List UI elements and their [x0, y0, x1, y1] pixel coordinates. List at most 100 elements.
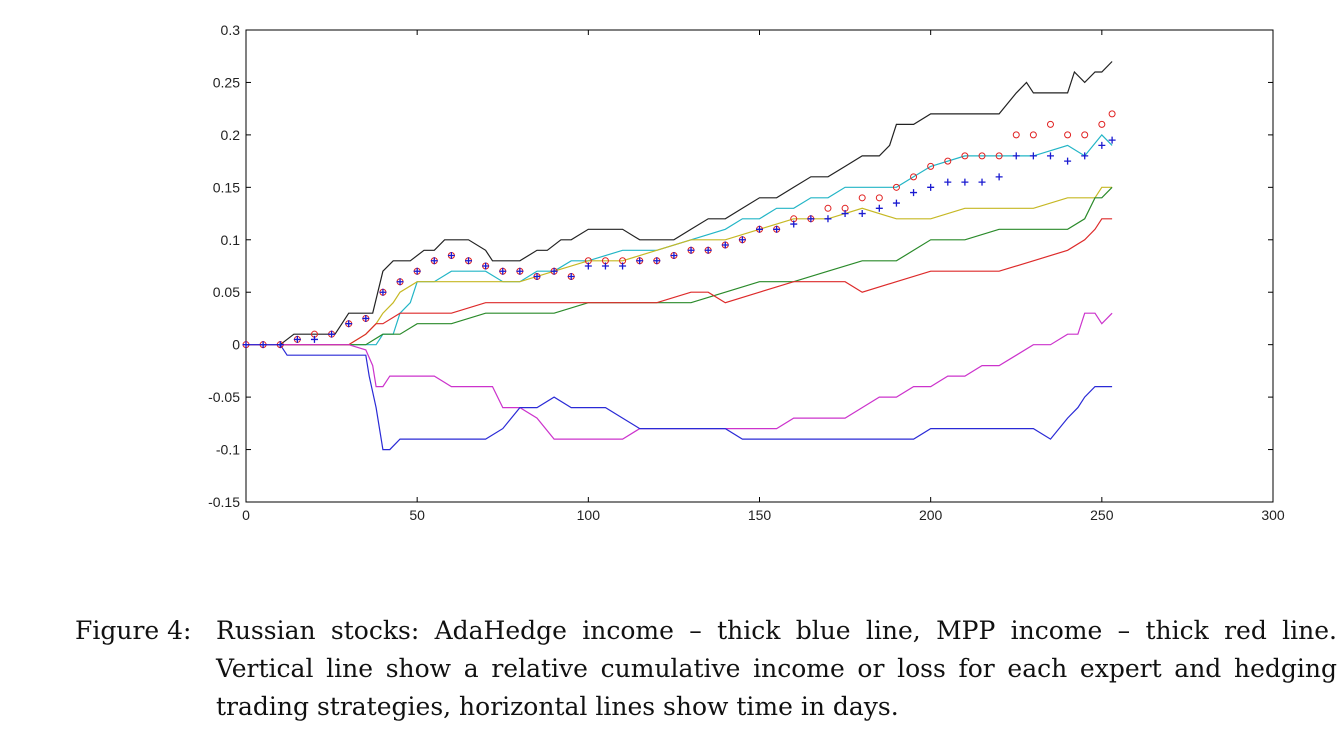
chart-area: 0 50 100 150 200 250 300 -0.15 -0.1 -0.05 0 0.05 0.1…	[208, 22, 1285, 523]
y-tick-label: -0.05	[208, 389, 240, 405]
plus-marker	[550, 267, 558, 275]
plus-marker	[242, 341, 250, 349]
series-line	[246, 312, 1113, 440]
plus-marker	[653, 257, 661, 265]
plus-marker	[1064, 157, 1072, 165]
plus-marker	[430, 257, 438, 265]
plus-marker	[670, 252, 678, 260]
plus-marker	[841, 210, 849, 218]
caption-label: Figure 4:	[75, 616, 192, 645]
y-tick-label: 0.2	[221, 127, 241, 143]
plus-marker	[824, 215, 832, 223]
series-line	[246, 134, 1113, 346]
series-line	[246, 344, 1113, 451]
plus-marker	[293, 335, 301, 343]
plus-marker	[516, 267, 524, 275]
series-line	[246, 186, 1113, 346]
circle-marker	[875, 194, 883, 202]
x-tick-label: 100	[577, 507, 601, 523]
circle-marker	[1012, 131, 1020, 139]
series-line	[246, 61, 1113, 346]
plus-marker	[619, 262, 627, 270]
plus-marker	[482, 262, 490, 270]
y-tick-label: 0.3	[221, 22, 241, 38]
plus-marker	[259, 341, 267, 349]
circle-marker	[824, 204, 832, 212]
circle-marker	[944, 157, 952, 165]
y-tick-label: 0.05	[213, 284, 240, 300]
plus-marker	[704, 246, 712, 254]
y-tick-label: 0	[232, 337, 240, 353]
figure-caption: Figure 4: Russian stocks: AdaHedge incom…	[75, 612, 1337, 726]
plus-marker	[362, 314, 370, 322]
plus-marker	[961, 178, 969, 186]
x-tick-label: 200	[919, 507, 943, 523]
plus-marker	[567, 272, 575, 280]
plus-marker	[1029, 152, 1037, 160]
mpp-marker-series	[242, 110, 1116, 349]
circle-marker	[978, 152, 986, 160]
x-tick-label: 150	[748, 507, 772, 523]
plus-marker	[1098, 141, 1106, 149]
circle-marker	[927, 162, 935, 170]
circle-marker	[1081, 131, 1089, 139]
plus-marker	[1081, 152, 1089, 160]
circle-marker	[995, 152, 1003, 160]
plus-marker	[995, 173, 1003, 181]
plus-marker	[944, 178, 952, 186]
plus-marker	[328, 330, 336, 338]
line-chart: 0 50 100 150 200 250 300 -0.15 -0.1 -0.05 0 0.05 0.1…	[208, 22, 1285, 523]
circle-marker	[961, 152, 969, 160]
axes: 0 50 100 150 200 250 300 -0.15 -0.1 -0.05 0 0.05 0.1…	[208, 22, 1285, 523]
plus-marker	[1046, 152, 1054, 160]
plus-marker	[756, 225, 763, 233]
series-line	[246, 186, 1113, 346]
plus-marker	[807, 215, 815, 223]
plus-marker	[396, 278, 404, 286]
plus-marker	[379, 288, 387, 296]
y-tick-label: -0.1	[216, 442, 240, 458]
plot-frame	[245, 29, 1274, 503]
plus-marker	[276, 341, 284, 349]
plus-marker	[533, 272, 541, 280]
plus-marker	[1012, 152, 1020, 160]
plus-marker	[465, 257, 473, 265]
plus-marker	[892, 199, 900, 207]
circle-marker	[910, 173, 918, 181]
series-line	[246, 218, 1113, 346]
x-tick-label: 250	[1090, 507, 1114, 523]
y-tick-label: -0.15	[208, 494, 240, 510]
caption-text: Russian stocks: AdaHedge income – thick …	[216, 616, 1337, 721]
plus-marker	[875, 204, 883, 212]
x-tick-label: 50	[409, 507, 425, 523]
circle-marker	[1046, 120, 1054, 128]
plus-marker	[721, 241, 729, 249]
plus-marker	[738, 236, 746, 244]
plus-marker	[790, 220, 798, 228]
y-tick-label: 0.15	[213, 179, 240, 195]
plus-marker	[310, 335, 318, 343]
plus-marker	[773, 225, 781, 233]
plus-marker	[345, 320, 353, 328]
plus-marker	[601, 262, 609, 270]
plus-marker	[687, 246, 695, 254]
circle-marker	[1098, 120, 1106, 128]
circle-marker	[858, 194, 866, 202]
circle-marker	[1064, 131, 1072, 139]
series-group	[242, 61, 1116, 451]
plus-marker	[413, 267, 421, 275]
adahedge-marker-series	[242, 136, 1116, 349]
y-tick-label: 0.25	[213, 74, 240, 90]
plus-marker	[447, 252, 455, 260]
plus-marker	[978, 178, 986, 186]
plus-marker	[636, 257, 644, 265]
plus-marker	[1108, 136, 1116, 144]
y-tick-label: 0.1	[221, 232, 241, 248]
x-tick-label: 0	[242, 507, 250, 523]
plus-marker	[584, 262, 592, 270]
circle-marker	[892, 183, 900, 191]
plus-marker	[927, 183, 935, 191]
x-tick-label: 300	[1261, 507, 1285, 523]
plus-marker	[499, 267, 507, 275]
plus-marker	[910, 189, 918, 197]
